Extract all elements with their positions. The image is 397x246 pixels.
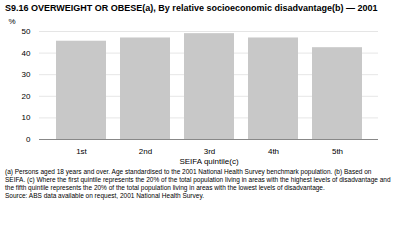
svg-text:4th: 4th: [268, 147, 279, 156]
svg-text:50: 50: [22, 27, 31, 36]
html-text:S9.16 OVERWEIGHT OR OBESE(a),: S9.16 OVERWEIGHT OR OBESE(a), By relativ…: [5, 3, 378, 13]
svg-text:40: 40: [22, 49, 31, 58]
svg-text:30: 30: [22, 70, 31, 79]
svg-text:1st: 1st: [76, 147, 87, 156]
svg-text:5th: 5th: [332, 147, 343, 156]
svg-text:20: 20: [22, 92, 31, 101]
svg-text:2nd: 2nd: [139, 147, 152, 156]
svg-text:%: %: [9, 17, 16, 26]
svg-text:3rd: 3rd: [204, 147, 216, 156]
svg-text:0: 0: [26, 135, 31, 144]
html-text:Source: ABS data available on: Source: ABS data available on request, 2…: [5, 192, 204, 199]
svg-text:SEIFA quintile(c): SEIFA quintile(c): [179, 157, 238, 166]
html-text:(a) Persons aged 18 years and: (a) Persons aged 18 years and over. Age …: [5, 168, 391, 191]
svg-text:10: 10: [22, 113, 31, 122]
